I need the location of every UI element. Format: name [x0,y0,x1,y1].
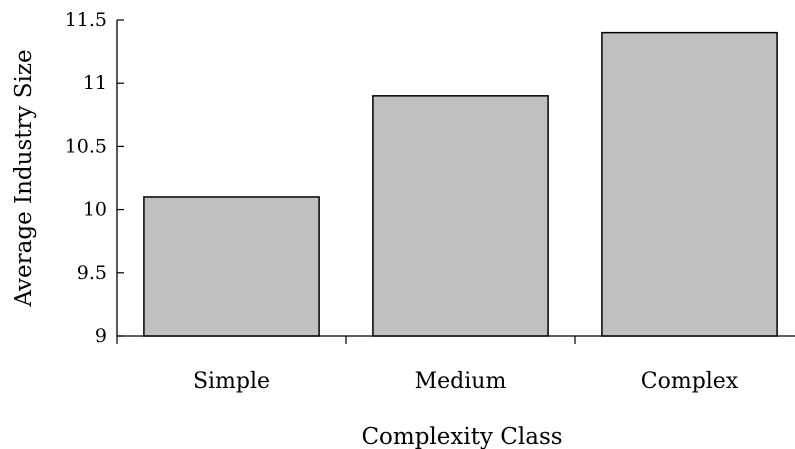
x-tick-label-medium: Medium [415,369,507,394]
bar-simple [143,196,320,337]
y-axis-title: Average Industry Size [11,49,37,307]
bar-medium [372,95,549,337]
y-tick-label: 11 [83,72,107,94]
y-tick-label: 10.5 [65,135,107,157]
y-tick-label: 10 [83,199,107,221]
x-tick-label-complex: Complex [641,369,739,394]
y-tick-label: 9.5 [77,262,107,284]
y-tick-label: 11.5 [65,9,107,31]
y-tick-label: 9 [95,325,107,347]
x-axis-title: Complexity Class [361,424,562,449]
x-tick-label-simple: Simple [193,369,270,394]
plot-area: 9 9.5 10 10.5 11 11.5 Simple Medium Complex [65,9,795,394]
bar-complex [601,31,778,337]
